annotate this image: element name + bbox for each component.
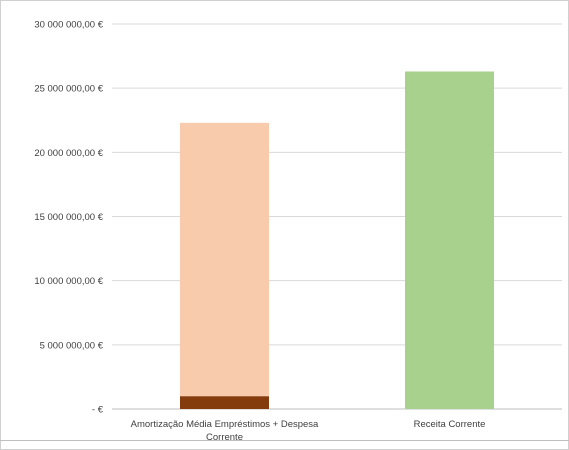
y-tick-label: 30 000 000,00 € xyxy=(34,20,103,31)
bottom-border xyxy=(0,440,569,441)
category-label: Amortização Média Empréstimos + Despesa xyxy=(131,419,319,430)
category-label: Receita Corrente xyxy=(414,419,486,430)
y-tick-label: 20 000 000,00 € xyxy=(34,148,103,159)
bar-segment xyxy=(405,71,494,409)
y-tick-label: - € xyxy=(92,405,104,416)
y-tick-label: 5 000 000,00 € xyxy=(40,340,104,351)
y-tick-label: 10 000 000,00 € xyxy=(34,276,103,287)
y-tick-label: 15 000 000,00 € xyxy=(34,212,103,223)
bar-segment xyxy=(180,396,269,409)
y-tick-label: 25 000 000,00 € xyxy=(34,84,103,95)
category-label: Corrente xyxy=(206,432,243,443)
bar-segment xyxy=(180,122,269,397)
